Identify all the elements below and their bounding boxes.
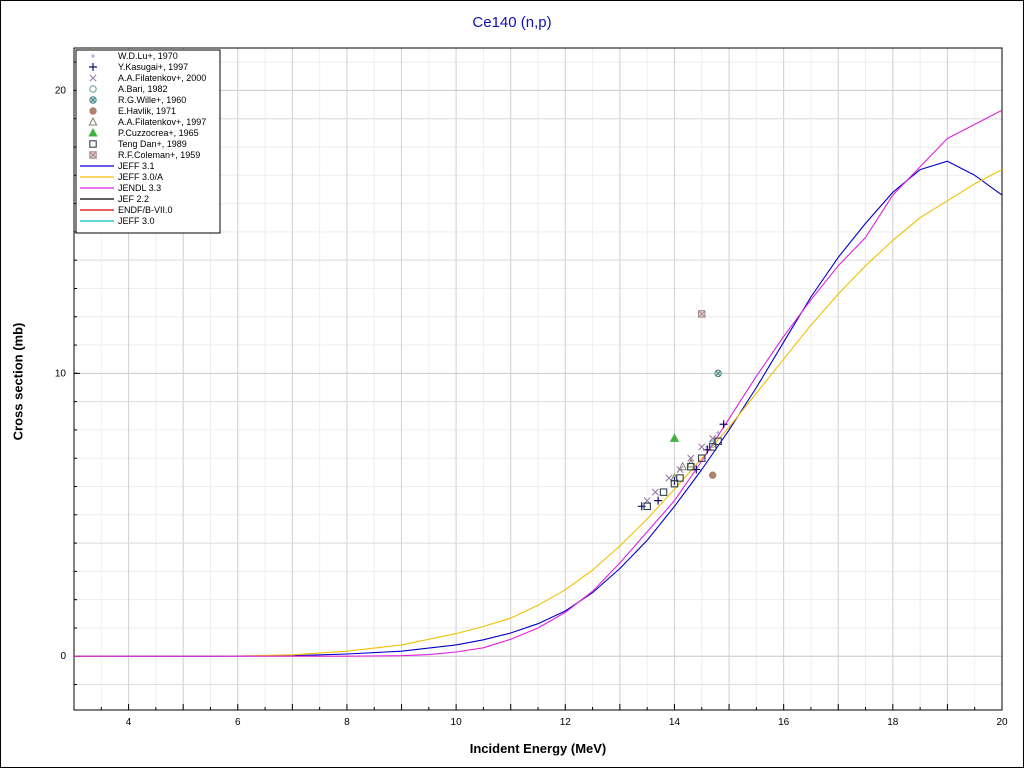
x-tick-label: 6 bbox=[235, 717, 241, 728]
data-point bbox=[719, 420, 728, 429]
legend-marker bbox=[88, 116, 98, 126]
legend-label: R.G.Wille+, 1960 bbox=[118, 95, 186, 105]
data-point bbox=[698, 443, 706, 451]
legend-marker bbox=[89, 85, 97, 93]
legend-label: R.F.Coleman+, 1959 bbox=[118, 150, 200, 160]
legend-marker bbox=[89, 63, 97, 71]
x-tick-label: 16 bbox=[778, 717, 790, 728]
data-point bbox=[669, 433, 680, 442]
data-point bbox=[708, 471, 717, 479]
data-point bbox=[698, 454, 706, 462]
y-tick-label: 20 bbox=[55, 85, 67, 96]
y-tick-label: 0 bbox=[60, 651, 66, 662]
legend-marker bbox=[89, 107, 97, 115]
x-tick-label: 8 bbox=[344, 717, 350, 728]
data-point bbox=[676, 474, 684, 482]
x-tick-label: 4 bbox=[126, 717, 132, 728]
x-tick-label: 12 bbox=[560, 717, 572, 728]
y-tick-label: 10 bbox=[55, 368, 67, 379]
legend-label: JEFF 3.0/A bbox=[118, 172, 163, 182]
data-point bbox=[659, 488, 668, 496]
legend-marker bbox=[88, 127, 98, 137]
legend-label: JEFF 3.0 bbox=[118, 216, 155, 226]
data-point bbox=[714, 437, 722, 445]
legend-label: P.Cuzzocrea+, 1965 bbox=[118, 128, 199, 138]
legend-marker bbox=[89, 74, 97, 82]
legend-label: ENDF/B-VII.0 bbox=[118, 205, 173, 215]
legend-label: Teng Dan+, 1989 bbox=[118, 139, 187, 149]
x-axis-label: Incident Energy (MeV) bbox=[469, 741, 607, 756]
data-point bbox=[687, 462, 695, 471]
data-point bbox=[698, 311, 705, 317]
legend-label: JEFF 3.1 bbox=[118, 161, 155, 171]
data-point bbox=[654, 496, 663, 505]
legend-label: JEF 2.2 bbox=[118, 194, 149, 204]
legend-marker bbox=[90, 97, 96, 103]
chart-title: Ce140 (n,p) bbox=[472, 14, 552, 31]
legend-label: E.Havlik, 1971 bbox=[118, 106, 176, 116]
data-point bbox=[715, 370, 721, 376]
x-tick-label: 18 bbox=[887, 717, 899, 728]
legend-label: A.A.Filatenkov+, 2000 bbox=[118, 73, 206, 83]
x-tick-label: 20 bbox=[996, 717, 1008, 728]
data-point bbox=[708, 443, 717, 451]
legend-marker bbox=[90, 152, 96, 158]
x-tick-label: 14 bbox=[669, 717, 681, 728]
legend-box bbox=[75, 49, 221, 234]
data-point bbox=[670, 479, 679, 488]
data-point bbox=[687, 454, 695, 462]
legend-label: W.D.Lu+, 1970 bbox=[118, 51, 178, 61]
legend-label: A.A.Filatenkov+, 1997 bbox=[118, 117, 206, 127]
series-line-jendl-3-3 bbox=[74, 109, 1002, 657]
data-point bbox=[643, 502, 651, 511]
evaluated-curves bbox=[74, 109, 1002, 657]
series-line-jeff-3-0-a bbox=[74, 169, 1002, 657]
data-point bbox=[678, 461, 688, 471]
legend-label: JENDL 3.3 bbox=[118, 183, 161, 193]
legend-marker bbox=[89, 140, 97, 148]
legend-label: Y.Kasugai+, 1997 bbox=[118, 62, 188, 72]
series-line-jeff-3-1 bbox=[74, 160, 1002, 657]
data-point bbox=[651, 488, 659, 496]
experimental-points bbox=[637, 310, 728, 511]
x-tick-label: 10 bbox=[451, 717, 463, 728]
legend-label: A.Bari, 1982 bbox=[118, 84, 168, 94]
ticks: 4 6 8 10 12 14 16 18 20 0 10 20 bbox=[55, 61, 1008, 728]
legend-marker bbox=[91, 54, 95, 58]
data-point bbox=[716, 430, 721, 435]
